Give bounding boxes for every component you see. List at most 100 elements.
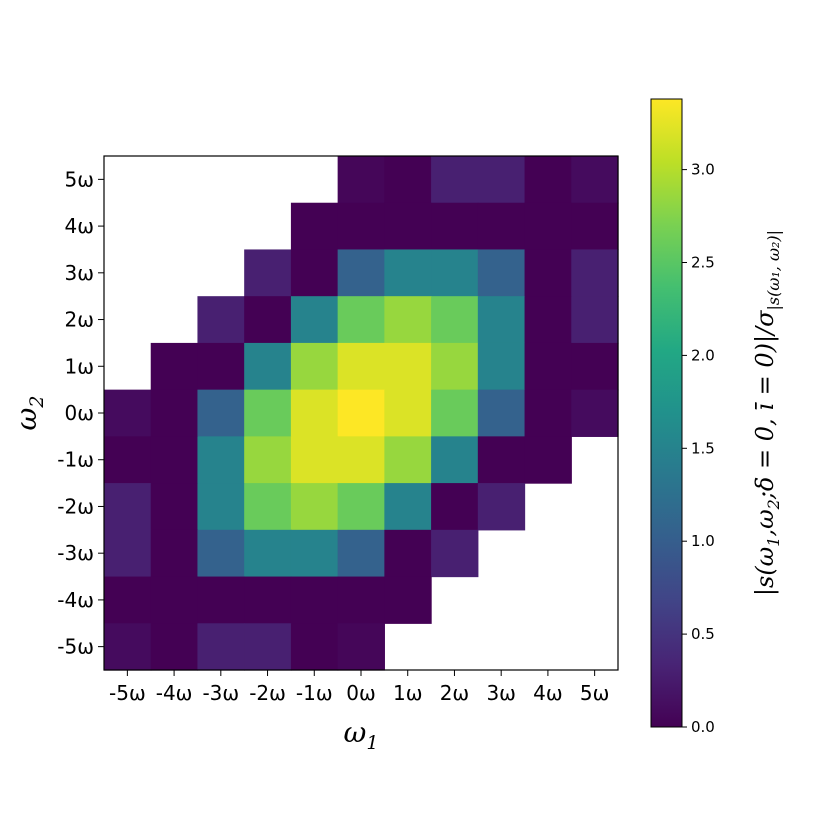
heatmap-cell: [384, 529, 432, 578]
heatmap-cell: [384, 202, 432, 251]
x-tick-label: -2ω: [249, 681, 286, 705]
y-tick-label: 3ω: [65, 261, 94, 285]
heatmap-cell: [337, 483, 385, 531]
colorbar-tick-label: 2.5: [691, 254, 715, 272]
y-tick-label: 2ω: [65, 308, 94, 332]
heatmap-cell: [244, 389, 292, 437]
heatmap-cell: [431, 389, 479, 437]
x-axis-label: ω1: [344, 716, 379, 754]
heatmap-cell: [384, 342, 432, 391]
heatmap-cell: [384, 483, 432, 531]
heatmap-cell: [244, 249, 292, 297]
heatmap-cell: [197, 483, 245, 531]
heatmap-cell: [337, 389, 385, 437]
heatmap-cell: [337, 156, 385, 204]
heatmap-cell: [337, 529, 385, 578]
x-tick-label: -5ω: [109, 681, 146, 705]
heatmap-cell: [150, 483, 199, 531]
x-tick-label: -3ω: [202, 681, 239, 705]
y-tick-label: -4ω: [57, 588, 94, 612]
heatmap-cell: [290, 342, 339, 391]
x-tick-label: -4ω: [156, 681, 193, 705]
heatmap-cell: [337, 202, 385, 251]
heatmap-cell: [197, 296, 245, 344]
heatmap-cell: [337, 436, 385, 484]
x-tick-label: 3ω: [486, 681, 515, 705]
heatmap-cell: [384, 576, 432, 624]
heatmap-cell: [524, 389, 572, 437]
heatmap-cell: [290, 249, 339, 297]
heatmap-cell: [384, 296, 432, 344]
heatmap-cell: [571, 156, 619, 204]
heatmap-cell: [337, 249, 385, 297]
heatmap-cell: [197, 576, 245, 624]
colorbar-label: |s(ω1,ω2;δ = 0, ī = 0)|/σ|s(ω₁, ω₂)|: [751, 230, 783, 596]
x-tick-label: -1ω: [296, 681, 333, 705]
heatmap-cell: [150, 623, 199, 671]
heatmap-cell: [571, 202, 619, 251]
heatmap-cell: [290, 576, 339, 624]
y-tick-label: -1ω: [57, 448, 94, 472]
heatmap-cell: [104, 436, 152, 484]
heatmap-cell: [104, 389, 152, 437]
y-tick-label: 4ω: [65, 214, 94, 238]
heatmap-cell: [384, 389, 432, 437]
y-tick-label: 5ω: [65, 167, 94, 191]
x-axis-ticks: -5ω -4ω -3ω -2ω -1ω 0ω 1ω 2ω 3ω 4ω 5ω: [109, 670, 609, 705]
heatmap-cell: [384, 249, 432, 297]
heatmap-cell: [524, 342, 572, 391]
heatmap-cell: [337, 576, 385, 624]
y-axis-ticks: -5ω -4ω -3ω -2ω -1ω 0ω 1ω 2ω 3ω 4ω 5ω: [57, 167, 104, 659]
heatmap-cell: [150, 576, 199, 624]
heatmap-cell: [384, 436, 432, 484]
heatmap-cell: [524, 202, 572, 251]
heatmap-cell: [477, 436, 526, 484]
x-tick-label: 2ω: [440, 681, 469, 705]
heatmap-cell: [150, 342, 199, 391]
heatmap-cell: [290, 296, 339, 344]
heatmap-cell: [571, 389, 619, 437]
heatmap-cell: [431, 483, 479, 531]
colorbar-tick-label: 1.0: [691, 532, 715, 550]
heatmap-cell: [431, 436, 479, 484]
heatmap-cell: [337, 296, 385, 344]
heatmap-cell: [197, 623, 245, 671]
heatmap-cell: [244, 483, 292, 531]
heatmap-cell: [104, 529, 152, 578]
heatmap-cell: [477, 483, 526, 531]
heatmap-cell: [477, 389, 526, 437]
heatmap-cell: [244, 436, 292, 484]
heatmap-cell: [104, 623, 152, 671]
y-tick-label: 1ω: [65, 354, 94, 378]
heatmap-cell: [477, 296, 526, 344]
heatmap-cell: [244, 576, 292, 624]
colorbar-tick-label: 1.5: [691, 439, 715, 457]
heatmap-cell: [477, 249, 526, 297]
heatmap-cell: [290, 436, 339, 484]
heatmap-cell: [290, 202, 339, 251]
heatmap-cell: [477, 156, 526, 204]
heatmap-cell: [431, 529, 479, 578]
y-tick-label: -2ω: [57, 494, 94, 518]
heatmap-cell: [197, 342, 245, 391]
heatmap-cell: [150, 436, 199, 484]
heatmap-cell: [337, 623, 385, 671]
heatmap-cell: [197, 389, 245, 437]
heatmap-cell: [431, 249, 479, 297]
y-tick-label: -5ω: [57, 635, 94, 659]
heatmap-cell: [150, 529, 199, 578]
heatmap-cell: [290, 529, 339, 578]
heatmap-cell: [431, 202, 479, 251]
x-tick-label: 1ω: [393, 681, 422, 705]
y-tick-label: -3ω: [57, 541, 94, 565]
heatmap-cell: [244, 623, 292, 671]
heatmap-cell: [571, 249, 619, 297]
heatmap-cell: [524, 249, 572, 297]
heatmap-cell: [244, 529, 292, 578]
heatmap-cell: [290, 389, 339, 437]
heatmap-cell: [197, 436, 245, 484]
x-tick-label: 0ω: [346, 681, 375, 705]
colorbar: [650, 98, 683, 728]
heatmap-cell: [104, 483, 152, 531]
